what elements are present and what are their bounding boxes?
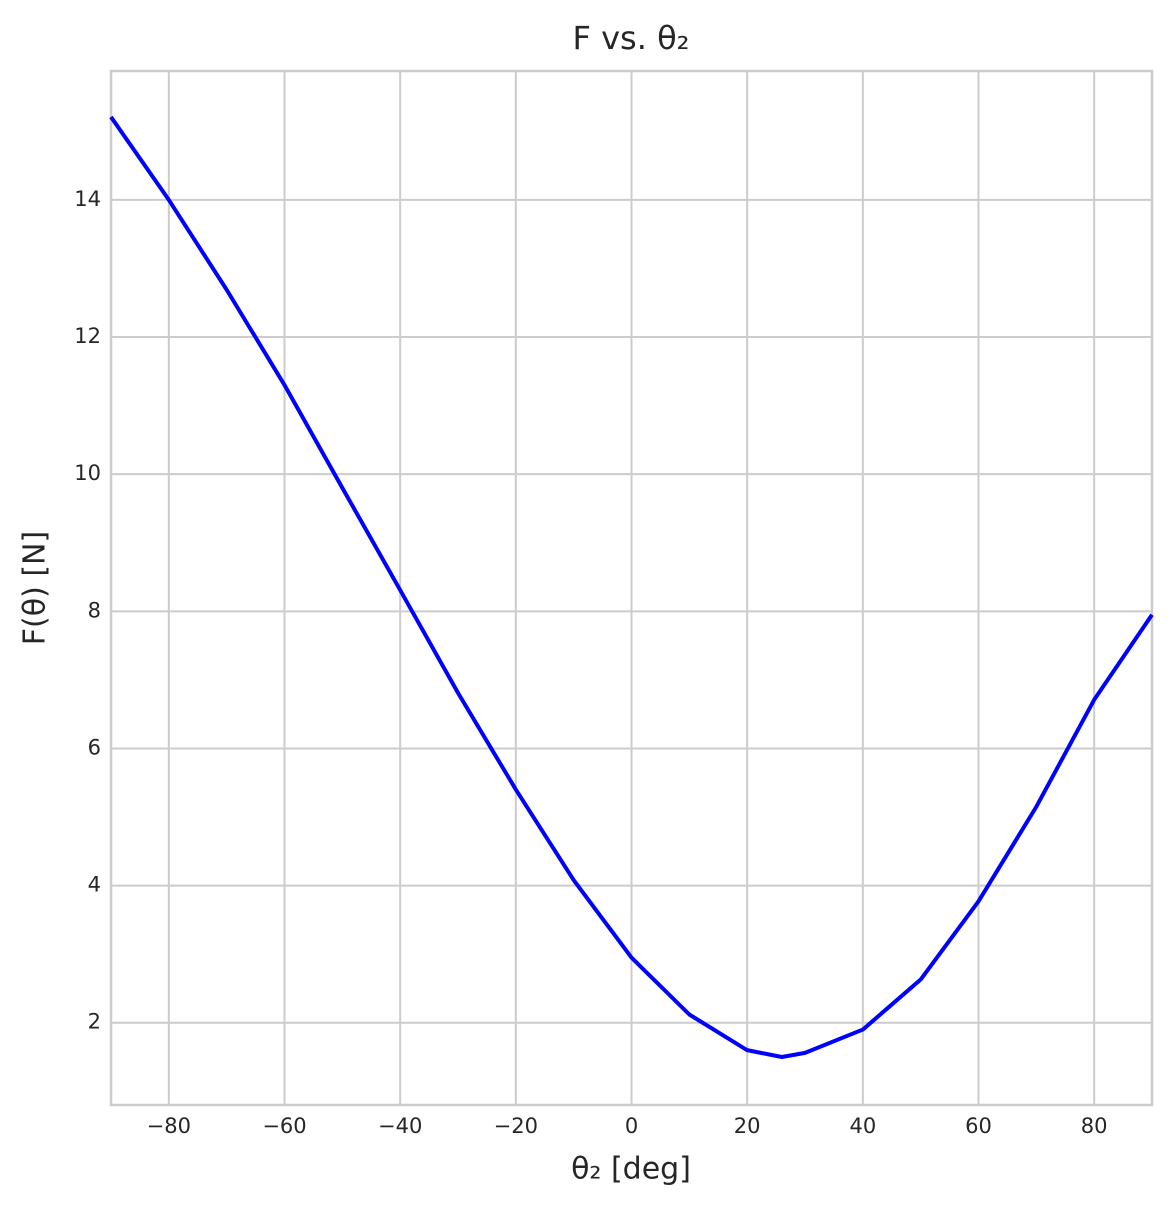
y-axis-label: F(θ) [N] [18, 531, 53, 645]
x-tick-label: −60 [262, 1114, 306, 1138]
chart-title: F vs. θ₂ [573, 19, 690, 57]
y-tick-label: 4 [88, 873, 101, 897]
y-tick-label: 2 [88, 1010, 101, 1034]
x-tick-label: 0 [625, 1114, 638, 1138]
x-tick-label: 40 [849, 1114, 876, 1138]
x-tick-label: −40 [378, 1114, 422, 1138]
x-tick-label: 80 [1081, 1114, 1108, 1138]
y-tick-label: 8 [88, 598, 101, 622]
y-tick-label: 10 [74, 461, 101, 485]
line-series [109, 115, 1154, 1059]
plot-frame [109, 69, 1154, 1107]
x-tick-label: 20 [734, 1114, 761, 1138]
y-tick-label: 14 [74, 187, 101, 211]
x-tick-label: −20 [494, 1114, 538, 1138]
y-tick-label: 12 [74, 324, 101, 348]
x-axis-label: θ₂ [deg] [571, 1152, 691, 1187]
y-tick-label: 6 [88, 735, 101, 759]
x-tick-label: −80 [147, 1114, 191, 1138]
x-tick-label: 60 [965, 1114, 992, 1138]
